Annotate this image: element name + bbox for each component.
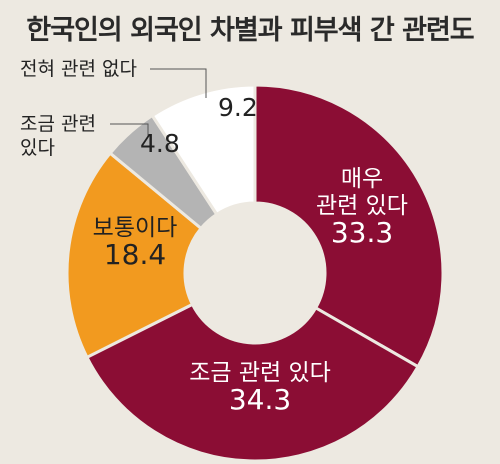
slice-neutral <box>65 151 204 360</box>
slice-label-somewhat: 조금 관련 있다 <box>189 360 331 386</box>
slice-label-none: 전혀 관련 없다 <box>20 58 137 80</box>
slice-somewhat <box>84 302 421 463</box>
slice-none <box>150 83 257 217</box>
slice-value-neutral: 18.4 <box>104 238 166 271</box>
slice-value-little: 4.8 <box>140 129 180 158</box>
slice-label-very: 관련 있다 <box>316 193 408 219</box>
slice-label-neutral: 보통이다 <box>93 215 178 241</box>
slice-label-very: 매우 <box>341 166 383 192</box>
chart-title: 한국인의 외국인 차별과 피부색 간 관련도 <box>26 15 474 46</box>
slice-label-little: 있다 <box>20 137 55 159</box>
slice-value-somewhat: 34.3 <box>229 383 291 416</box>
leader-lines <box>110 68 207 136</box>
leader-line-little <box>110 123 149 136</box>
slice-value-very: 33.3 <box>331 216 393 249</box>
slice-value-none: 9.2 <box>218 93 258 122</box>
leader-line-none <box>150 68 207 98</box>
slice-very <box>253 83 445 369</box>
donut-slices <box>65 83 445 463</box>
slice-label-little: 조금 관련 <box>20 113 96 135</box>
